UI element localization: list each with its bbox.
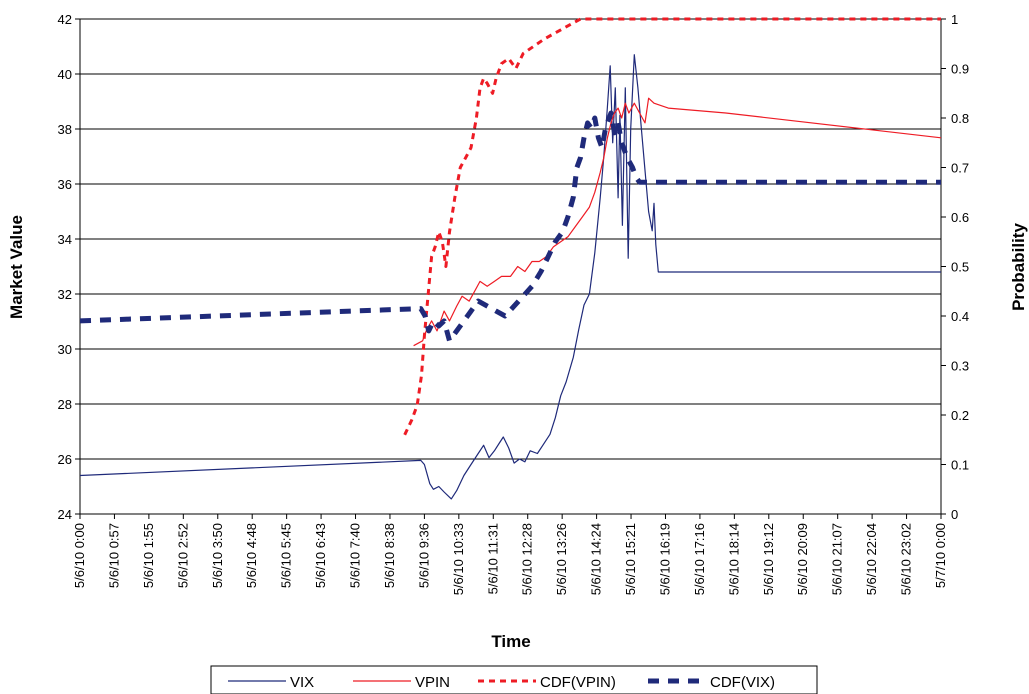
x-tick-label: 5/6/10 16:19 bbox=[657, 523, 672, 595]
x-tick-label: 5/6/10 4:48 bbox=[244, 523, 259, 588]
y-tick-label: 34 bbox=[58, 232, 72, 247]
x-tick-label: 5/6/10 14:24 bbox=[589, 523, 604, 595]
legend-label: VPIN bbox=[415, 674, 450, 691]
y2-tick-label: 0.6 bbox=[951, 210, 969, 225]
y-tick-label: 24 bbox=[58, 507, 72, 522]
y-tick-label: 32 bbox=[58, 287, 72, 302]
y2-tick-label: 0 bbox=[951, 507, 958, 522]
x-tick-label: 5/7/10 0:00 bbox=[933, 523, 948, 588]
y-tick-label: 28 bbox=[58, 397, 72, 412]
x-tick-label: 5/6/10 15:21 bbox=[623, 523, 638, 595]
x-tick-label: 5/6/10 2:52 bbox=[175, 523, 190, 588]
gridlines bbox=[80, 18, 941, 515]
legend-label: CDF(VIX) bbox=[710, 674, 775, 691]
y2-tick-label: 0.5 bbox=[951, 260, 969, 275]
x-tick-label: 5/6/10 20:09 bbox=[795, 523, 810, 595]
y2-axis-title: Probability bbox=[1009, 223, 1028, 311]
x-tick-label: 5/6/10 23:02 bbox=[899, 523, 914, 595]
y2-tick-label: 0.9 bbox=[951, 62, 969, 77]
series-layer bbox=[79, 17, 942, 500]
x-tick-label: 5/6/10 0:00 bbox=[72, 523, 87, 588]
legend-label: VIX bbox=[290, 674, 314, 691]
x-tick-label: 5/6/10 21:07 bbox=[830, 523, 845, 595]
y-axis-ticks: 24 26 28 30 32 34 36 38 40 42 bbox=[58, 12, 80, 522]
x-axis-title: Time bbox=[491, 632, 530, 651]
x-tick-label: 5/6/10 22:04 bbox=[864, 523, 879, 595]
y2-tick-label: 0.1 bbox=[951, 458, 969, 473]
series-line-cdf-vpin bbox=[403, 17, 941, 436]
y2-tick-label: 1 bbox=[951, 12, 958, 27]
x-tick-label: 5/6/10 9:36 bbox=[416, 523, 431, 588]
x-tick-label: 5/6/10 5:45 bbox=[279, 523, 294, 588]
x-axis-ticks: 5/6/10 0:00 5/6/10 0:57 5/6/10 1:55 5/6/10 … bbox=[72, 514, 948, 595]
legend: VIX VPIN CDF(VPIN) CDF(VIX) bbox=[210, 665, 818, 694]
x-tick-label: 5/6/10 0:57 bbox=[106, 523, 121, 588]
y-tick-label: 38 bbox=[58, 122, 72, 137]
y-tick-label: 26 bbox=[58, 452, 72, 467]
y2-tick-label: 0.8 bbox=[951, 111, 969, 126]
series-line-vix bbox=[79, 54, 941, 500]
series-line-cdf-vix bbox=[79, 110, 941, 344]
x-tick-label: 5/6/10 13:26 bbox=[554, 523, 569, 595]
x-tick-label: 5/6/10 12:28 bbox=[520, 523, 535, 595]
x-tick-label: 5/6/10 17:16 bbox=[692, 523, 707, 595]
x-tick-label: 5/6/10 7:40 bbox=[348, 523, 363, 588]
x-tick-label: 5/6/10 3:50 bbox=[210, 523, 225, 588]
y2-tick-label: 0.4 bbox=[951, 309, 969, 324]
x-tick-label: 5/6/10 19:12 bbox=[761, 523, 776, 595]
legend-label: CDF(VPIN) bbox=[540, 674, 616, 691]
x-tick-label: 5/6/10 8:38 bbox=[382, 523, 397, 588]
y-tick-label: 30 bbox=[58, 342, 72, 357]
x-tick-label: 5/6/10 18:14 bbox=[726, 523, 741, 595]
y2-tick-label: 0.2 bbox=[951, 408, 969, 423]
x-tick-label: 5/6/10 10:33 bbox=[451, 523, 466, 595]
y2-tick-label: 0.7 bbox=[951, 161, 969, 176]
x-tick-label: 5/6/10 11:31 bbox=[485, 523, 500, 594]
y2-tick-label: 0.3 bbox=[951, 359, 969, 374]
x-tick-label: 5/6/10 1:55 bbox=[141, 523, 156, 588]
x-tick-label: 5/6/10 6:43 bbox=[313, 523, 328, 588]
y2-axis-ticks: 0 0.1 0.2 0.3 0.4 0.5 0.6 0.7 0.8 0.9 1 bbox=[941, 12, 969, 522]
y-tick-label: 42 bbox=[58, 12, 72, 27]
y-tick-label: 36 bbox=[58, 177, 72, 192]
plot-area-frame bbox=[79, 18, 942, 515]
y-axis-title: Market Value bbox=[7, 215, 26, 319]
series-line-vpin bbox=[413, 97, 942, 347]
y-tick-label: 40 bbox=[58, 67, 72, 82]
